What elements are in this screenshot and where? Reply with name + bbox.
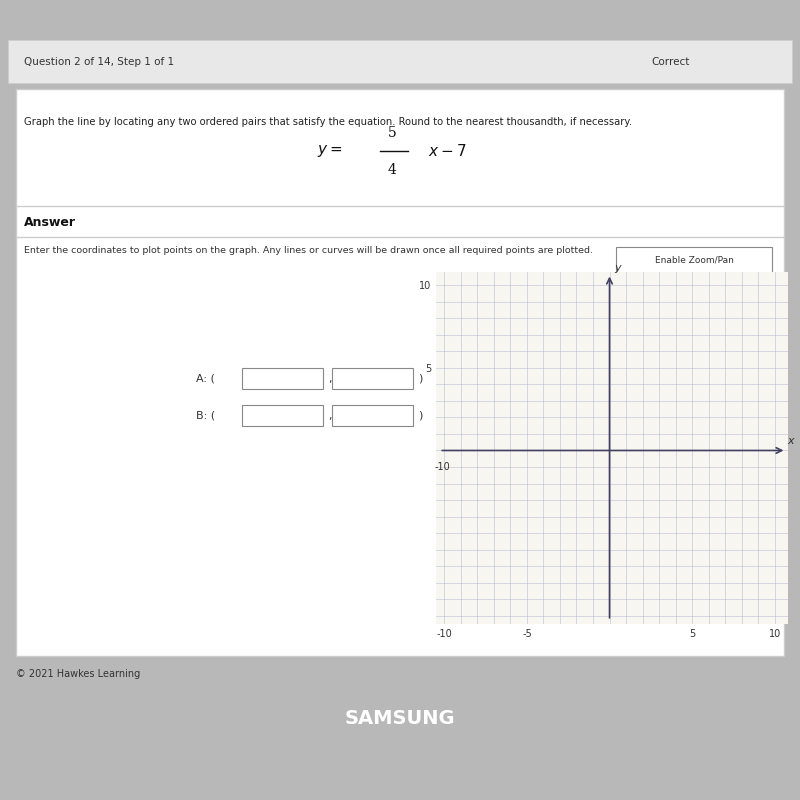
Text: SAMSUNG: SAMSUNG xyxy=(345,710,455,729)
FancyBboxPatch shape xyxy=(332,368,414,390)
FancyBboxPatch shape xyxy=(242,368,323,390)
Text: -10: -10 xyxy=(434,462,450,472)
Text: $y = $: $y = $ xyxy=(317,143,342,159)
Text: Answer: Answer xyxy=(24,215,76,229)
Text: © 2021 Hawkes Learning: © 2021 Hawkes Learning xyxy=(16,669,140,679)
Text: Question 2 of 14, Step 1 of 1: Question 2 of 14, Step 1 of 1 xyxy=(24,57,174,66)
FancyBboxPatch shape xyxy=(16,90,784,656)
Text: Enter the coordinates to plot points on the graph. Any lines or curves will be d: Enter the coordinates to plot points on … xyxy=(24,246,593,255)
Text: Enable Zoom/Pan: Enable Zoom/Pan xyxy=(654,255,734,265)
Text: x: x xyxy=(787,435,794,446)
FancyBboxPatch shape xyxy=(616,247,773,273)
Text: y: y xyxy=(614,263,621,273)
Text: A: (: A: ( xyxy=(196,374,215,384)
Text: ,: , xyxy=(328,410,331,421)
Text: ): ) xyxy=(418,410,422,421)
FancyBboxPatch shape xyxy=(8,40,792,83)
Text: Correct: Correct xyxy=(651,57,690,66)
FancyBboxPatch shape xyxy=(332,406,414,426)
Text: 4: 4 xyxy=(388,163,397,178)
Text: $x - 7$: $x - 7$ xyxy=(428,143,466,159)
Text: ,: , xyxy=(328,374,331,384)
FancyBboxPatch shape xyxy=(242,406,323,426)
Text: ): ) xyxy=(418,374,422,384)
Text: Graph the line by locating any two ordered pairs that satisfy the equation. Roun: Graph the line by locating any two order… xyxy=(24,117,632,127)
Text: 5: 5 xyxy=(388,126,397,140)
Text: B: (: B: ( xyxy=(196,410,215,421)
